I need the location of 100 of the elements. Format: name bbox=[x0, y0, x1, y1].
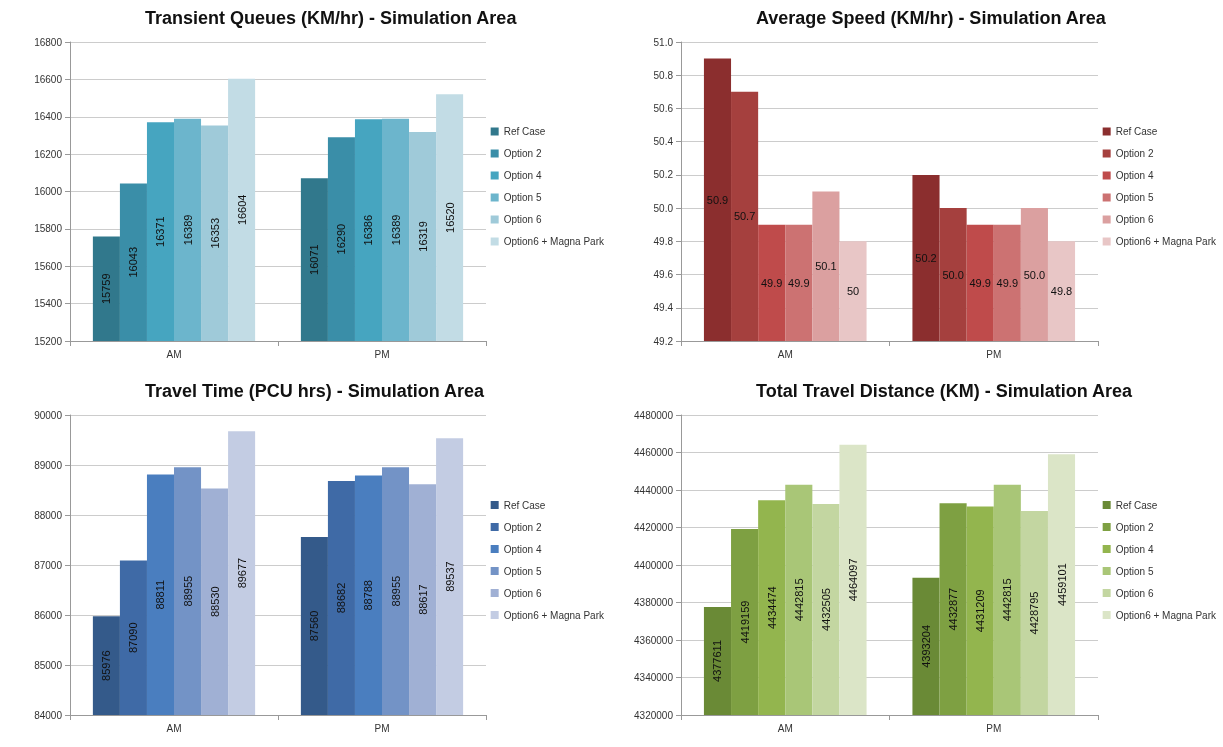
x-tick-label: PM bbox=[986, 348, 1002, 360]
y-tick-label: 4420000 bbox=[634, 522, 674, 533]
data-label: 88682 bbox=[335, 582, 348, 614]
y-tick-label: 90000 bbox=[34, 409, 63, 421]
data-label: 16604 bbox=[235, 194, 248, 226]
legend-label: Option 2 bbox=[1115, 148, 1154, 159]
data-label: 50 bbox=[846, 285, 860, 298]
y-tick-label: 84000 bbox=[34, 709, 63, 721]
legend-label: Option 6 bbox=[1115, 214, 1154, 225]
x-tick-label: AM bbox=[777, 348, 793, 360]
data-label: 50.2 bbox=[915, 251, 937, 264]
y-tick-label: 15400 bbox=[34, 298, 63, 310]
y-tick-label: 50.6 bbox=[653, 102, 674, 114]
legend-label: Option 5 bbox=[503, 192, 542, 203]
data-label: 50.7 bbox=[733, 210, 756, 223]
y-tick-label: 15600 bbox=[34, 260, 63, 272]
y-tick-label: 16800 bbox=[34, 36, 63, 48]
legend-label: Option 4 bbox=[503, 543, 542, 555]
y-tick-label: 4400000 bbox=[634, 559, 674, 571]
legend-label: Option 6 bbox=[503, 214, 542, 225]
legend-label: Option 4 bbox=[503, 170, 542, 181]
y-tick-label: 4320000 bbox=[634, 709, 674, 721]
y-tick-label: 50.4 bbox=[653, 136, 674, 148]
legend-label: Option6 + Magna Park bbox=[1115, 236, 1217, 247]
y-tick-label: 50.2 bbox=[653, 169, 674, 181]
data-label: 50.0 bbox=[1023, 268, 1046, 281]
y-tick-label: 49.8 bbox=[653, 235, 674, 247]
y-tick-label: 87000 bbox=[34, 559, 63, 571]
data-label: 89677 bbox=[235, 557, 248, 589]
legend-label: Ref Case bbox=[1115, 499, 1158, 511]
legend-label: Option 4 bbox=[1115, 170, 1154, 181]
legend-label: Option 6 bbox=[1115, 587, 1154, 599]
y-tick-label: 16200 bbox=[34, 148, 63, 160]
legend-label: Ref Case bbox=[503, 499, 546, 511]
legend-label: Option6 + Magna Park bbox=[1115, 609, 1217, 621]
y-tick-label: 4440000 bbox=[634, 484, 674, 496]
y-tick-label: 49.6 bbox=[653, 269, 674, 281]
data-label: 4434474 bbox=[765, 586, 778, 630]
legend-label: Option 5 bbox=[1115, 192, 1154, 203]
data-label: 16353 bbox=[208, 217, 221, 249]
y-tick-label: 88000 bbox=[34, 509, 63, 521]
legend-label: Option 6 bbox=[503, 587, 542, 599]
legend-label: Option 2 bbox=[503, 521, 542, 533]
y-tick-label: 15200 bbox=[34, 335, 63, 347]
y-tick-label: 49.4 bbox=[653, 302, 674, 314]
data-label: 4432877 bbox=[947, 587, 960, 631]
data-label: 88530 bbox=[208, 586, 221, 618]
data-label: 49.9 bbox=[996, 276, 1019, 289]
data-label: 85976 bbox=[100, 650, 113, 681]
legend-label: Option 5 bbox=[503, 565, 542, 577]
y-tick-label: 49.2 bbox=[653, 335, 674, 347]
y-tick-label: 4460000 bbox=[634, 447, 674, 458]
data-label: 4377611 bbox=[711, 639, 724, 682]
x-tick-label: PM bbox=[986, 722, 1002, 734]
data-label: 16389 bbox=[181, 214, 194, 246]
data-label: 16071 bbox=[308, 244, 321, 275]
y-tick-label: 4340000 bbox=[634, 672, 674, 683]
legend-label: Option6 + Magna Park bbox=[503, 236, 605, 247]
data-label: 88811 bbox=[154, 579, 167, 610]
data-label: 4442815 bbox=[792, 578, 805, 622]
data-label: 4428795 bbox=[1028, 591, 1041, 635]
data-label: 88955 bbox=[389, 575, 402, 607]
y-tick-label: 50.8 bbox=[653, 69, 674, 81]
y-tick-label: 4360000 bbox=[634, 634, 674, 646]
chart-title: Total Travel Distance (KM) - Simulation Area bbox=[756, 381, 1134, 401]
x-tick-label: AM bbox=[166, 722, 182, 734]
data-label: 88788 bbox=[362, 580, 375, 611]
data-label: 87560 bbox=[308, 610, 321, 642]
y-tick-label: 4480000 bbox=[634, 409, 674, 421]
x-tick-label: PM bbox=[374, 348, 390, 360]
data-label: 16290 bbox=[335, 223, 348, 255]
data-label: 15759 bbox=[100, 273, 113, 305]
y-tick-label: 16600 bbox=[34, 73, 63, 85]
legend-label: Option 2 bbox=[503, 148, 542, 159]
data-label: 50.1 bbox=[815, 260, 837, 273]
y-tick-label: 89000 bbox=[34, 459, 63, 471]
x-tick-label: PM bbox=[374, 722, 390, 734]
data-label: 4442815 bbox=[1001, 578, 1014, 622]
data-label: 16520 bbox=[443, 202, 456, 233]
data-label: 88955 bbox=[181, 575, 194, 607]
y-tick-label: 16400 bbox=[34, 111, 63, 123]
y-tick-label: 15800 bbox=[34, 223, 63, 235]
y-tick-label: 85000 bbox=[34, 659, 63, 671]
legend-label: Option 4 bbox=[1115, 543, 1154, 555]
x-tick-label: AM bbox=[166, 348, 182, 360]
data-label: 4464097 bbox=[847, 558, 860, 602]
data-label: 4431209 bbox=[974, 589, 987, 633]
y-tick-label: 4380000 bbox=[634, 597, 674, 608]
data-label: 4393204 bbox=[919, 624, 932, 668]
chart-title: Transient Queues (KM/hr) - Simulation Area bbox=[145, 8, 518, 28]
data-label: 4419159 bbox=[738, 600, 751, 644]
data-label: 50.0 bbox=[942, 268, 964, 281]
data-label: 87090 bbox=[127, 622, 140, 654]
x-tick-label: AM bbox=[777, 722, 793, 734]
data-label: 16386 bbox=[362, 214, 375, 246]
legend-label: Option6 + Magna Park bbox=[503, 609, 605, 621]
data-label: 49.8 bbox=[1050, 285, 1073, 298]
legend-label: Ref Case bbox=[503, 126, 546, 137]
data-label: 16043 bbox=[127, 246, 140, 278]
chart-title: Travel Time (PCU hrs) - Simulation Area bbox=[145, 381, 486, 401]
